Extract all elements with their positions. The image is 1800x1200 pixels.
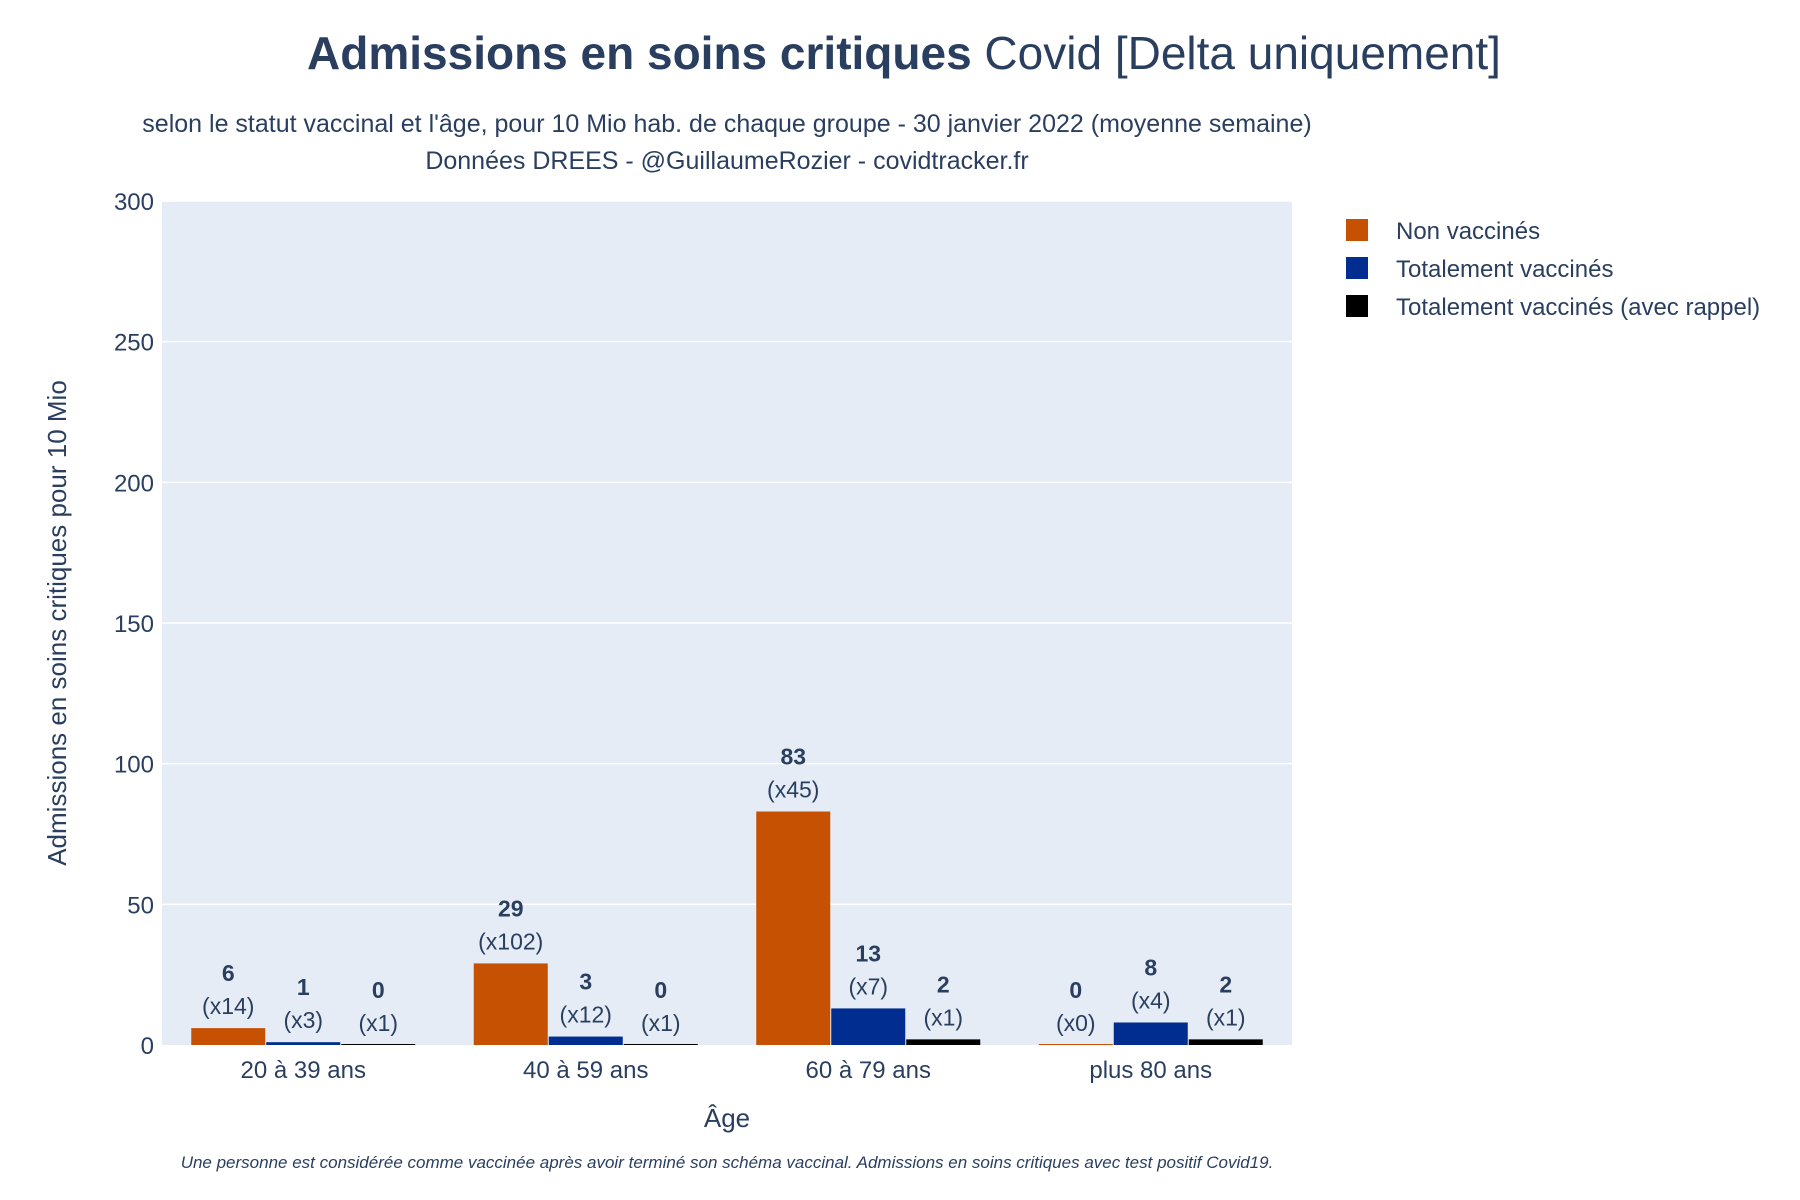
- data-label-value-totalement-vaccines-avec-rappel-60-a-79-ans: 2: [937, 971, 950, 997]
- data-label-ratio-totalement-vaccines-60-a-79-ans: (x7): [848, 973, 888, 999]
- data-label-value-totalement-vaccines-avec-rappel-40-a-59-ans: 0: [654, 977, 667, 1003]
- data-label-value-totalement-vaccines-60-a-79-ans: 13: [855, 940, 881, 966]
- bars: [191, 811, 1263, 1046]
- bar-totalement-vaccines-avec-rappel-plus-80-ans[interactable]: [1188, 1039, 1263, 1045]
- y-tick-label-300: 300: [114, 189, 154, 216]
- bar-non-vaccines-40-a-59-ans[interactable]: [473, 963, 548, 1045]
- bar-totalement-vaccines-40-a-59-ans[interactable]: [548, 1036, 623, 1045]
- data-label-ratio-totalement-vaccines-20-a-39-ans: (x3): [283, 1007, 323, 1033]
- data-label-ratio-totalement-vaccines-plus-80-ans: (x4): [1131, 987, 1171, 1013]
- footnote: Une personne est considérée comme vaccin…: [181, 1153, 1274, 1172]
- x-axis-label: Âge: [704, 1103, 750, 1133]
- data-label-ratio-totalement-vaccines-40-a-59-ans: (x12): [560, 1002, 612, 1028]
- data-label-ratio-non-vaccines-20-a-39-ans: (x14): [202, 993, 254, 1019]
- x-tick-label-40-a-59-ans: 40 à 59 ans: [523, 1057, 648, 1084]
- data-label-value-totalement-vaccines-avec-rappel-20-a-39-ans: 0: [372, 977, 385, 1003]
- legend-swatch-totalement-vaccines: [1346, 257, 1368, 279]
- legend-swatch-totalement-vaccines-avec-rappel: [1346, 295, 1368, 317]
- legend-label-totalement-vaccines-avec-rappel: Totalement vaccinés (avec rappel): [1396, 294, 1760, 321]
- y-tick-label-250: 250: [114, 330, 154, 357]
- grid-lines: [162, 200, 1292, 906]
- data-label-value-non-vaccines-40-a-59-ans: 29: [498, 895, 524, 921]
- bar-totalement-vaccines-60-a-79-ans[interactable]: [831, 1008, 906, 1045]
- data-label-value-totalement-vaccines-plus-80-ans: 8: [1144, 954, 1157, 980]
- legend-label-totalement-vaccines: Totalement vaccinés: [1396, 256, 1613, 283]
- data-label-value-totalement-vaccines-avec-rappel-plus-80-ans: 2: [1219, 971, 1232, 997]
- chart-subtitle-line1: selon le statut vaccinal et l'âge, pour …: [142, 110, 1311, 138]
- data-label-value-non-vaccines-60-a-79-ans: 83: [780, 743, 806, 769]
- legend-swatch-non-vaccines: [1346, 219, 1368, 241]
- x-tick-label-60-a-79-ans: 60 à 79 ans: [806, 1057, 931, 1084]
- legend-item-totalement-vaccines[interactable]: Totalement vaccinés: [1346, 256, 1613, 283]
- data-label-ratio-totalement-vaccines-avec-rappel-40-a-59-ans: (x1): [641, 1010, 681, 1036]
- chart-title-rest: Covid [Delta uniquement]: [972, 27, 1501, 79]
- y-tick-label-200: 200: [114, 470, 154, 497]
- x-axis-ticks: 20 à 39 ans 40 à 59 ans 60 à 79 ans plus 80…: [241, 1057, 1213, 1084]
- bar-totalement-vaccines-plus-80-ans[interactable]: [1113, 1022, 1188, 1045]
- data-label-value-non-vaccines-20-a-39-ans: 6: [222, 960, 235, 986]
- bar-totalement-vaccines-20-a-39-ans[interactable]: [266, 1042, 341, 1045]
- x-tick-label-plus-80-ans: plus 80 ans: [1089, 1057, 1212, 1084]
- data-label-ratio-totalement-vaccines-avec-rappel-60-a-79-ans: (x1): [923, 1004, 963, 1030]
- bar-non-vaccines-20-a-39-ans[interactable]: [191, 1028, 266, 1045]
- data-label-ratio-totalement-vaccines-avec-rappel-20-a-39-ans: (x1): [358, 1010, 398, 1036]
- data-label-value-totalement-vaccines-20-a-39-ans: 1: [297, 974, 310, 1000]
- bar-non-vaccines-60-a-79-ans[interactable]: [756, 811, 831, 1045]
- data-label-ratio-totalement-vaccines-avec-rappel-plus-80-ans: (x1): [1206, 1004, 1246, 1030]
- data-label-value-non-vaccines-plus-80-ans: 0: [1069, 977, 1082, 1003]
- y-tick-label-100: 100: [114, 752, 154, 779]
- chart-title-bold: Admissions en soins critiques: [307, 27, 972, 79]
- y-tick-label-0: 0: [141, 1033, 154, 1060]
- y-tick-label-150: 150: [114, 611, 154, 638]
- legend-item-totalement-vaccines-avec-rappel[interactable]: Totalement vaccinés (avec rappel): [1346, 294, 1760, 321]
- data-labels: 6 (x14) 1 (x3) 0 (x1) 29 (x102) 3 (x12) 0 (x1) 83 (x4…: [202, 743, 1246, 1036]
- chart-title: Admissions en soins critiques Covid [Del…: [307, 27, 1501, 79]
- data-label-ratio-non-vaccines-60-a-79-ans: (x45): [767, 776, 819, 802]
- y-axis-ticks: 0 50 100 150 200 250 300: [114, 189, 154, 1060]
- data-label-ratio-non-vaccines-plus-80-ans: (x0): [1056, 1010, 1096, 1036]
- legend-item-non-vaccines[interactable]: Non vaccinés: [1346, 218, 1540, 245]
- bar-totalement-vaccines-avec-rappel-60-a-79-ans[interactable]: [906, 1039, 981, 1045]
- chart-subtitle-line2: Données DREES - @GuillaumeRozier - covid…: [425, 147, 1028, 175]
- y-axis-label: Admissions en soins critiques pour 10 Mi…: [42, 380, 72, 866]
- data-label-value-totalement-vaccines-40-a-59-ans: 3: [579, 969, 592, 995]
- y-tick-label-50: 50: [127, 892, 154, 919]
- legend[interactable]: Non vaccinés Totalement vaccinés Totalemen…: [1346, 218, 1760, 321]
- legend-label-non-vaccines: Non vaccinés: [1396, 218, 1540, 245]
- x-tick-label-20-a-39-ans: 20 à 39 ans: [241, 1057, 366, 1084]
- data-label-ratio-non-vaccines-40-a-59-ans: (x102): [478, 928, 543, 954]
